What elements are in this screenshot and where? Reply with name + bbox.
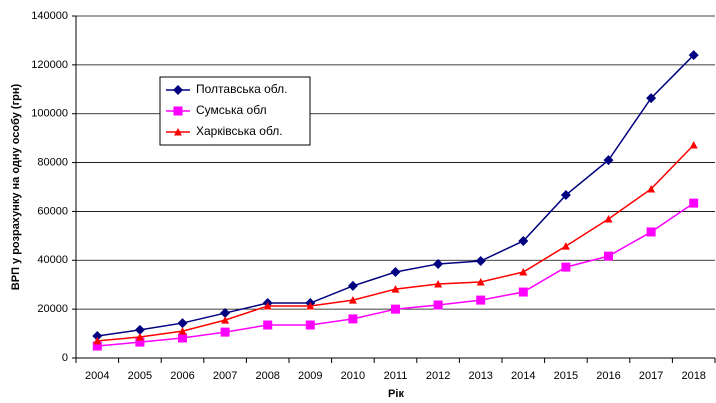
data-point (178, 333, 187, 343)
data-point (220, 327, 230, 337)
data-point (519, 268, 528, 276)
data-point (263, 320, 273, 330)
y-tick-label: 60000 (37, 205, 68, 217)
data-point (135, 337, 145, 347)
x-tick-label: 2006 (170, 370, 194, 382)
x-tick-label: 2009 (298, 370, 322, 382)
data-point (475, 256, 486, 267)
data-point (390, 267, 401, 278)
data-point (92, 331, 103, 342)
data-point (688, 50, 699, 61)
data-point (647, 184, 656, 193)
data-point (518, 235, 529, 246)
x-tick-label: 2014 (511, 370, 535, 382)
data-point (92, 341, 102, 351)
y-tick-label: 100000 (31, 108, 68, 120)
x-tick-label: 2016 (596, 370, 620, 382)
data-point (434, 279, 443, 288)
y-tick-label: 80000 (37, 156, 68, 168)
x-tick-label: 2011 (384, 370, 408, 382)
legend-label: Полтавська обл. (196, 82, 287, 96)
data-point (646, 227, 656, 237)
data-point (306, 301, 315, 310)
x-tick-label: 2010 (341, 370, 365, 382)
data-point (560, 190, 571, 201)
data-point (305, 320, 315, 330)
legend-marker (173, 106, 183, 116)
data-point (135, 332, 144, 341)
x-tick-label: 2012 (426, 370, 450, 382)
data-point (347, 280, 358, 291)
data-point (561, 262, 571, 272)
x-tick-label: 2005 (128, 370, 152, 382)
data-point (263, 301, 272, 310)
data-point (604, 215, 613, 223)
y-tick-label: 0 (62, 352, 68, 364)
x-tick-label: 2013 (468, 370, 492, 382)
data-point (689, 140, 698, 149)
data-point (348, 314, 358, 324)
data-point (689, 198, 699, 208)
y-tick-label: 120000 (31, 59, 68, 71)
legend-marker (174, 128, 182, 136)
data-point (348, 296, 357, 304)
x-tick-label: 2018 (681, 370, 705, 382)
data-point (134, 324, 145, 335)
data-point (391, 285, 400, 293)
legend-label: Харківська обл. (196, 124, 283, 138)
data-point (476, 278, 485, 286)
data-point (518, 287, 528, 297)
x-tick-label: 2008 (255, 370, 279, 382)
y-tick-label: 20000 (37, 303, 68, 315)
data-point (604, 251, 613, 261)
data-point (177, 318, 188, 329)
data-point (476, 295, 486, 305)
legend: Полтавська обл. Сумська обл Харківська обл… (159, 76, 311, 146)
y-tick-label: 140000 (31, 10, 68, 22)
data-point (433, 258, 444, 269)
legend-label: Сумська обл (196, 103, 267, 117)
legend-marker (173, 85, 183, 95)
data-point (178, 327, 187, 335)
x-tick-label: 2007 (213, 370, 237, 382)
data-point (561, 242, 570, 250)
data-point (433, 300, 443, 310)
x-tick-label: 2015 (554, 370, 578, 382)
y-tick-label: 40000 (37, 254, 68, 266)
data-point (646, 93, 657, 104)
data-point (603, 155, 614, 166)
x-axis-label: Рік (388, 388, 404, 400)
data-point (221, 316, 230, 324)
data-point (220, 308, 231, 319)
x-tick-label: 2017 (639, 370, 663, 382)
x-tick-label: 2004 (85, 370, 109, 382)
y-axis-label: ВРП у розрахунку на одну особу (грн) (10, 83, 22, 290)
data-point (391, 304, 400, 314)
data-point (93, 336, 102, 345)
